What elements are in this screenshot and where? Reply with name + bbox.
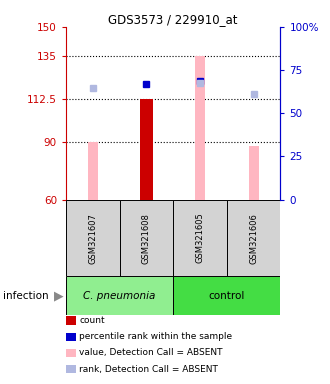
Bar [249, 146, 258, 200]
Bar [66, 200, 119, 276]
Text: control: control [209, 291, 245, 301]
Bar [119, 200, 173, 276]
Text: rank, Detection Call = ABSENT: rank, Detection Call = ABSENT [79, 364, 218, 374]
Bar [173, 200, 227, 276]
Text: ▶: ▶ [54, 289, 64, 302]
Bar [195, 56, 205, 200]
Bar [173, 276, 280, 315]
Text: GSM321607: GSM321607 [88, 213, 97, 263]
Text: GSM321608: GSM321608 [142, 213, 151, 263]
Text: count: count [79, 316, 105, 325]
Bar [66, 276, 173, 315]
Text: value, Detection Call = ABSENT: value, Detection Call = ABSENT [79, 348, 223, 358]
Bar [88, 142, 98, 200]
Text: infection: infection [3, 291, 49, 301]
Text: GSM321606: GSM321606 [249, 213, 258, 263]
Bar [140, 99, 153, 200]
Text: percentile rank within the sample: percentile rank within the sample [79, 332, 232, 341]
Bar [227, 200, 280, 276]
Text: C. pneumonia: C. pneumonia [83, 291, 156, 301]
Title: GDS3573 / 229910_at: GDS3573 / 229910_at [109, 13, 238, 26]
Text: GSM321605: GSM321605 [196, 213, 205, 263]
